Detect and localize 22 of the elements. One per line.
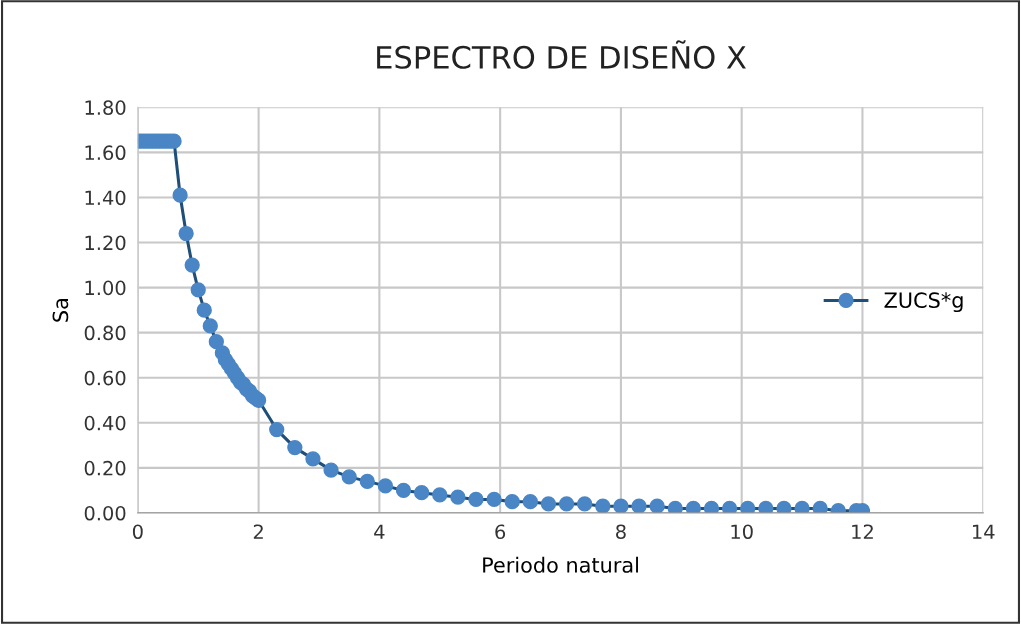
y-axis-title: Sa [52, 299, 69, 322]
legend-label: ZUCS*g [884, 292, 963, 313]
y-tick-label: 0.40 [84, 415, 126, 431]
x-tick-label: 12 [852, 524, 873, 539]
x-tick-label: 10 [731, 524, 753, 540]
y-tick-label: 1.40 [85, 190, 126, 206]
x-tick-label: 4 [374, 524, 385, 539]
y-tick-label: 1.00 [85, 280, 126, 296]
y-tick-label: 0.60 [84, 370, 126, 386]
y-tick-label: 1.20 [85, 235, 126, 251]
x-tick-label: 8 [616, 524, 626, 540]
chart-title: ESPECTRO DE DISEÑO X [377, 40, 746, 69]
x-tick-label: 2 [253, 524, 263, 539]
y-tick-label: 1.60 [85, 145, 126, 161]
y-tick-label: 0.20 [84, 460, 126, 476]
x-tick-label: 6 [495, 524, 506, 540]
x-axis-title: Periodo natural [483, 556, 638, 573]
y-tick-label: 0.00 [84, 505, 126, 521]
y-tick-label: 1.80 [85, 100, 126, 115]
y-tick-label: 0.80 [84, 325, 126, 341]
x-tick-label: 0 [132, 524, 143, 540]
x-tick-label: 14 [972, 524, 995, 539]
